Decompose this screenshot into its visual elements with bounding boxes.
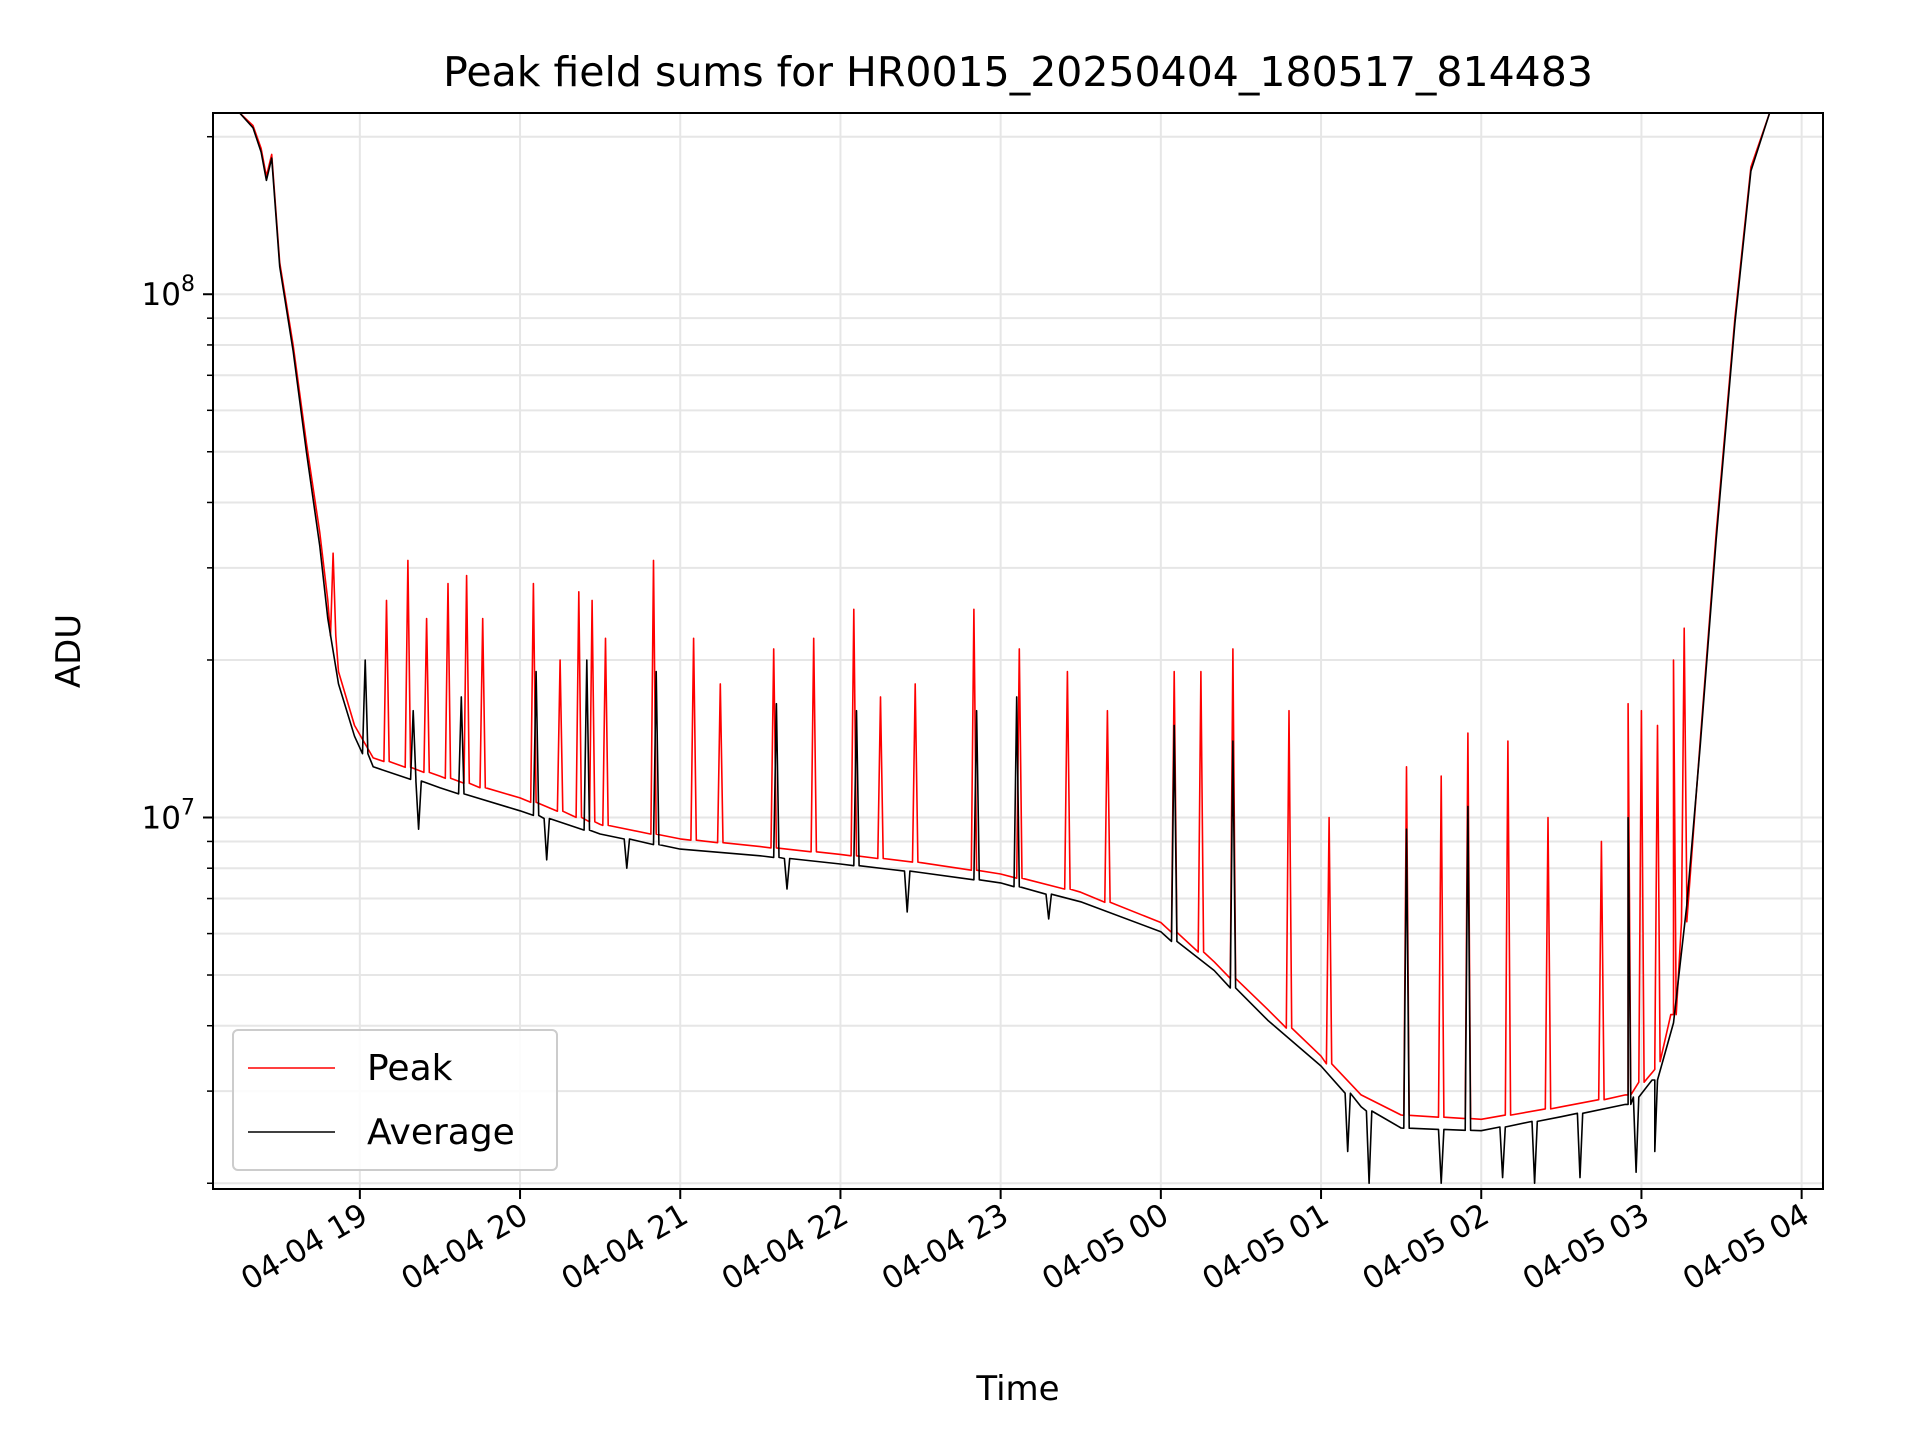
x-axis-label: Time bbox=[975, 1369, 1059, 1409]
legend-peak-label: Peak bbox=[367, 1048, 453, 1089]
y-axis-label: ADU bbox=[49, 614, 89, 688]
y-tick-label: 108 bbox=[142, 272, 195, 313]
series-line-peak bbox=[213, 113, 1823, 1121]
chart-title: Peak field sums for HR0015_20250404_1805… bbox=[443, 48, 1593, 96]
y-tick-label: 107 bbox=[142, 795, 195, 836]
plot-frame bbox=[212, 112, 1824, 1190]
grid-lines bbox=[213, 113, 1823, 1189]
series-lines bbox=[213, 113, 1823, 1184]
legend-box bbox=[232, 1029, 558, 1171]
series-line-average bbox=[213, 113, 1823, 1184]
legend-average-label: Average bbox=[367, 1112, 515, 1153]
legend: Peak Average bbox=[232, 1029, 558, 1171]
